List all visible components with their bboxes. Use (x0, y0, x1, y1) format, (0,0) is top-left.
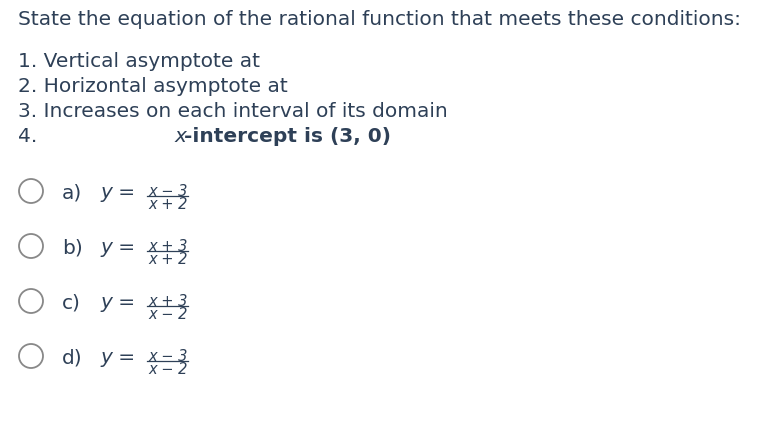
Text: 1. Vertical asymptote at: 1. Vertical asymptote at (18, 52, 266, 71)
Text: -intercept is (3, 0): -intercept is (3, 0) (184, 127, 391, 146)
Text: y =: y = (100, 238, 135, 257)
Text: State the equation of the rational function that meets these conditions:: State the equation of the rational funct… (18, 10, 741, 29)
Text: x + 2: x + 2 (148, 252, 187, 267)
Text: x + 2: x + 2 (148, 197, 187, 212)
Text: x − 2: x − 2 (148, 362, 187, 377)
Text: y =: y = (100, 293, 135, 312)
Text: c): c) (62, 293, 81, 312)
Text: 4.: 4. (18, 127, 44, 146)
Text: x − 3: x − 3 (148, 184, 187, 199)
Text: d): d) (62, 348, 82, 367)
Text: x − 3: x − 3 (148, 349, 187, 364)
Text: x + 3: x + 3 (148, 294, 187, 309)
Text: b): b) (62, 238, 82, 257)
Text: x + 3: x + 3 (148, 239, 187, 254)
Text: 3. Increases on each interval of its domain: 3. Increases on each interval of its dom… (18, 102, 448, 121)
Text: a): a) (62, 183, 82, 202)
Text: x: x (175, 127, 187, 146)
Text: 2. Horizontal asymptote at: 2. Horizontal asymptote at (18, 77, 294, 96)
Text: y =: y = (100, 183, 135, 202)
Text: x − 2: x − 2 (148, 307, 187, 322)
Text: y =: y = (100, 348, 135, 367)
